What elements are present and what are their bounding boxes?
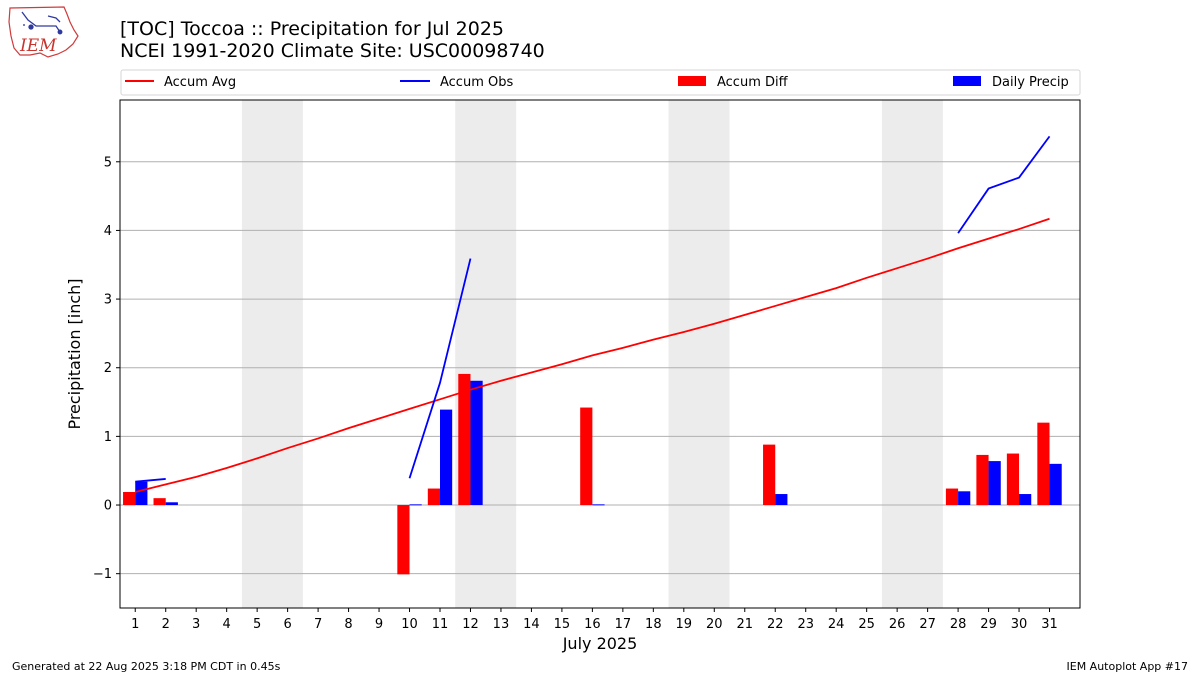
bar-accum-diff[interactable]: [397, 505, 410, 575]
y-tick-label: 0: [104, 499, 112, 514]
x-tick-label: 31: [1041, 617, 1058, 632]
x-tick-label: 15: [554, 617, 571, 632]
bar-accum-diff[interactable]: [1037, 422, 1050, 506]
x-tick-label: 22: [767, 617, 784, 632]
bar-daily-precip[interactable]: [988, 461, 1001, 506]
x-tick-label: 25: [858, 617, 875, 632]
x-tick-label: 21: [736, 617, 753, 632]
weekend-band: [668, 100, 730, 608]
bar-daily-precip[interactable]: [1049, 463, 1062, 506]
bar-daily-precip[interactable]: [440, 409, 453, 506]
legend-label-accum-obs: Accum Obs: [440, 75, 513, 90]
chart-subtitle: NCEI 1991-2020 Climate Site: USC00098740: [120, 40, 545, 62]
y-axis-label: Precipitation [inch]: [65, 278, 84, 429]
bar-daily-precip[interactable]: [775, 494, 788, 506]
weekend-shading: [241, 100, 943, 608]
x-tick-label: 7: [314, 617, 322, 632]
x-axis-label: July 2025: [562, 634, 638, 653]
weather-station-icon: [21, 11, 63, 35]
x-tick-label: 8: [344, 617, 352, 632]
plot-frame: [119, 99, 1081, 609]
y-tick-label: −1: [93, 567, 112, 582]
y-tick-label: 1: [104, 430, 112, 445]
x-tick-label: 9: [375, 617, 383, 632]
x-tick-label: 12: [462, 617, 479, 632]
y-tick-label: 3: [104, 293, 112, 308]
iem-logo[interactable]: IEM: [8, 6, 79, 58]
bar-daily-precip[interactable]: [958, 491, 971, 506]
legend-item-accum-obs[interactable]: Accum Obs: [400, 75, 513, 90]
bar-accum-diff[interactable]: [458, 373, 471, 506]
bar-accum-diff[interactable]: [976, 454, 989, 506]
x-tick-label: 19: [676, 617, 693, 632]
chart-title: [TOC] Toccoa :: Precipitation for Jul 20…: [120, 18, 504, 40]
line-accum-obs[interactable]: [135, 478, 166, 483]
bar-series: [123, 373, 1062, 575]
x-tick-label: 24: [828, 617, 845, 632]
x-tick-label: 18: [645, 617, 662, 632]
line-accum-obs[interactable]: [957, 135, 1051, 234]
legend-swatch-daily-precip: [953, 76, 981, 86]
line-accum-avg[interactable]: [135, 217, 1050, 493]
bar-accum-diff[interactable]: [427, 488, 440, 506]
x-tick-label: 2: [162, 617, 170, 632]
x-tick-label: 5: [253, 617, 261, 632]
gridlines: [120, 161, 1080, 575]
legend-item-daily-precip[interactable]: Daily Precip: [953, 75, 1069, 90]
bar-accum-diff[interactable]: [153, 498, 166, 506]
x-tick-label: 6: [283, 617, 291, 632]
legend-item-accum-diff[interactable]: Accum Diff: [678, 75, 789, 90]
x-tick-label: 1: [131, 617, 139, 632]
footer-app-id: IEM Autoplot App #17: [1067, 660, 1189, 673]
state-outline-icon: [8, 6, 79, 58]
bar-accum-diff[interactable]: [945, 488, 959, 506]
legend-item-accum-avg[interactable]: Accum Avg: [125, 75, 236, 90]
legend: Accum Avg Accum Obs Accum Diff Daily Pre…: [120, 69, 1081, 96]
x-tick-label: 29: [980, 617, 997, 632]
legend-swatch-accum-diff: [678, 76, 706, 86]
bar-accum-diff[interactable]: [123, 491, 136, 506]
x-tick-label: 10: [401, 617, 418, 632]
line-accum-obs[interactable]: [408, 258, 472, 479]
x-tick-label: 23: [797, 617, 814, 632]
y-tick-label: 5: [104, 155, 112, 170]
bar-daily-precip[interactable]: [1019, 494, 1032, 506]
bar-daily-precip[interactable]: [592, 504, 605, 506]
y-axis: −1 0 1 2 3 4 5: [93, 155, 120, 582]
x-tick-label: 11: [432, 617, 449, 632]
x-tick-label: 30: [1011, 617, 1028, 632]
bar-daily-precip[interactable]: [135, 481, 148, 506]
bar-daily-precip[interactable]: [409, 504, 422, 506]
x-tick-label: 3: [192, 617, 200, 632]
x-tick-label: 4: [223, 617, 231, 632]
bar-accum-diff[interactable]: [1006, 453, 1020, 506]
weekend-band: [455, 100, 517, 608]
x-tick-label: 27: [919, 617, 936, 632]
x-axis: 1 2 3 4 5 6 7 8 9 10 11 12 13 14 15 16 17 18 19 20 21 22 23 24 2…: [131, 608, 1058, 632]
legend-label-accum-avg: Accum Avg: [164, 75, 236, 90]
x-tick-label: 17: [615, 617, 632, 632]
legend-label-accum-diff: Accum Diff: [717, 75, 789, 90]
weekend-band: [241, 100, 303, 608]
x-tick-label: 14: [523, 617, 540, 632]
x-tick-label: 20: [706, 617, 723, 632]
x-tick-label: 28: [950, 617, 967, 632]
x-tick-label: 26: [889, 617, 906, 632]
x-tick-label: 13: [493, 617, 510, 632]
footer-generated: Generated at 22 Aug 2025 3:18 PM CDT in …: [12, 660, 281, 673]
weekend-band: [881, 100, 943, 608]
line-series: [135, 135, 1051, 493]
bar-accum-diff[interactable]: [580, 407, 593, 506]
bar-daily-precip[interactable]: [470, 380, 483, 506]
y-tick-label: 4: [104, 224, 112, 239]
y-tick-label: 2: [104, 361, 112, 376]
bar-daily-precip[interactable]: [165, 502, 178, 506]
legend-frame: [120, 69, 1081, 96]
x-tick-label: 16: [584, 617, 601, 632]
iem-logo-text: IEM: [19, 36, 57, 56]
bar-accum-diff[interactable]: [763, 444, 776, 506]
legend-label-daily-precip: Daily Precip: [992, 75, 1069, 90]
